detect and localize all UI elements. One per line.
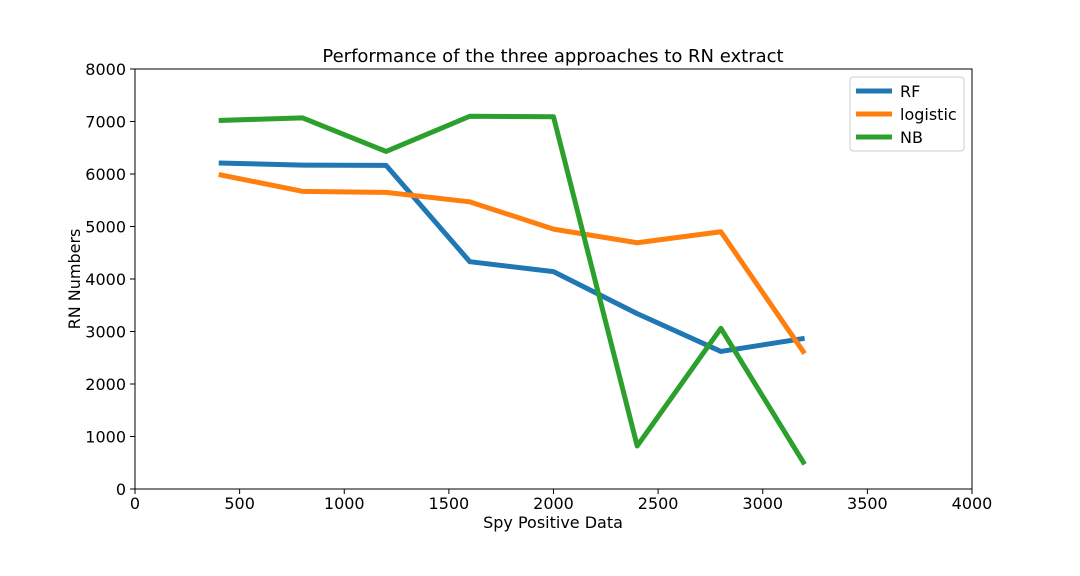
series-layer	[218, 113, 807, 466]
chart-title: Performance of the three approaches to R…	[322, 46, 783, 67]
x-tick-label: 500	[224, 494, 255, 513]
legend-label-nb: NB	[900, 128, 923, 147]
legend: RF logistic NB	[849, 76, 965, 152]
x-tick-label: 4000	[952, 494, 993, 513]
x-tick-label: 3500	[847, 494, 888, 513]
plot-area: 0 500 1000 1500 2000 2500 3000 3500 4000 0 1000 20…	[85, 60, 992, 513]
legend-label-rf: RF	[900, 82, 920, 101]
y-tick-label: 8000	[85, 60, 126, 79]
x-tick-label: 2000	[533, 494, 574, 513]
x-tick-label: 1500	[429, 494, 470, 513]
series-line-logistic	[218, 172, 807, 355]
y-tick-label: 2000	[85, 375, 126, 394]
x-tick-label: 2500	[638, 494, 679, 513]
series-line-nb	[218, 113, 807, 466]
x-axis-label: Spy Positive Data	[483, 513, 623, 532]
plot-background	[135, 69, 972, 489]
x-tick-label: 1000	[324, 494, 365, 513]
y-tick-label: 3000	[85, 323, 126, 342]
x-tick-label: 0	[130, 494, 140, 513]
x-tick-label: 3000	[742, 494, 783, 513]
legend-label-logistic: logistic	[900, 105, 957, 124]
x-axis: 0 500 1000 1500 2000 2500 3000 3500 4000	[130, 489, 992, 513]
y-tick-label: 1000	[85, 428, 126, 447]
y-tick-label: 5000	[85, 218, 126, 237]
y-axis-label: RN Numbers	[65, 229, 84, 330]
y-tick-label: 6000	[85, 165, 126, 184]
y-tick-label: 0	[116, 480, 126, 499]
legend-box	[849, 76, 965, 152]
y-tick-label: 7000	[85, 113, 126, 132]
y-tick-label: 4000	[85, 270, 126, 289]
y-axis: 0 1000 2000 3000 4000 5000 6000 7000 8000	[85, 60, 135, 499]
